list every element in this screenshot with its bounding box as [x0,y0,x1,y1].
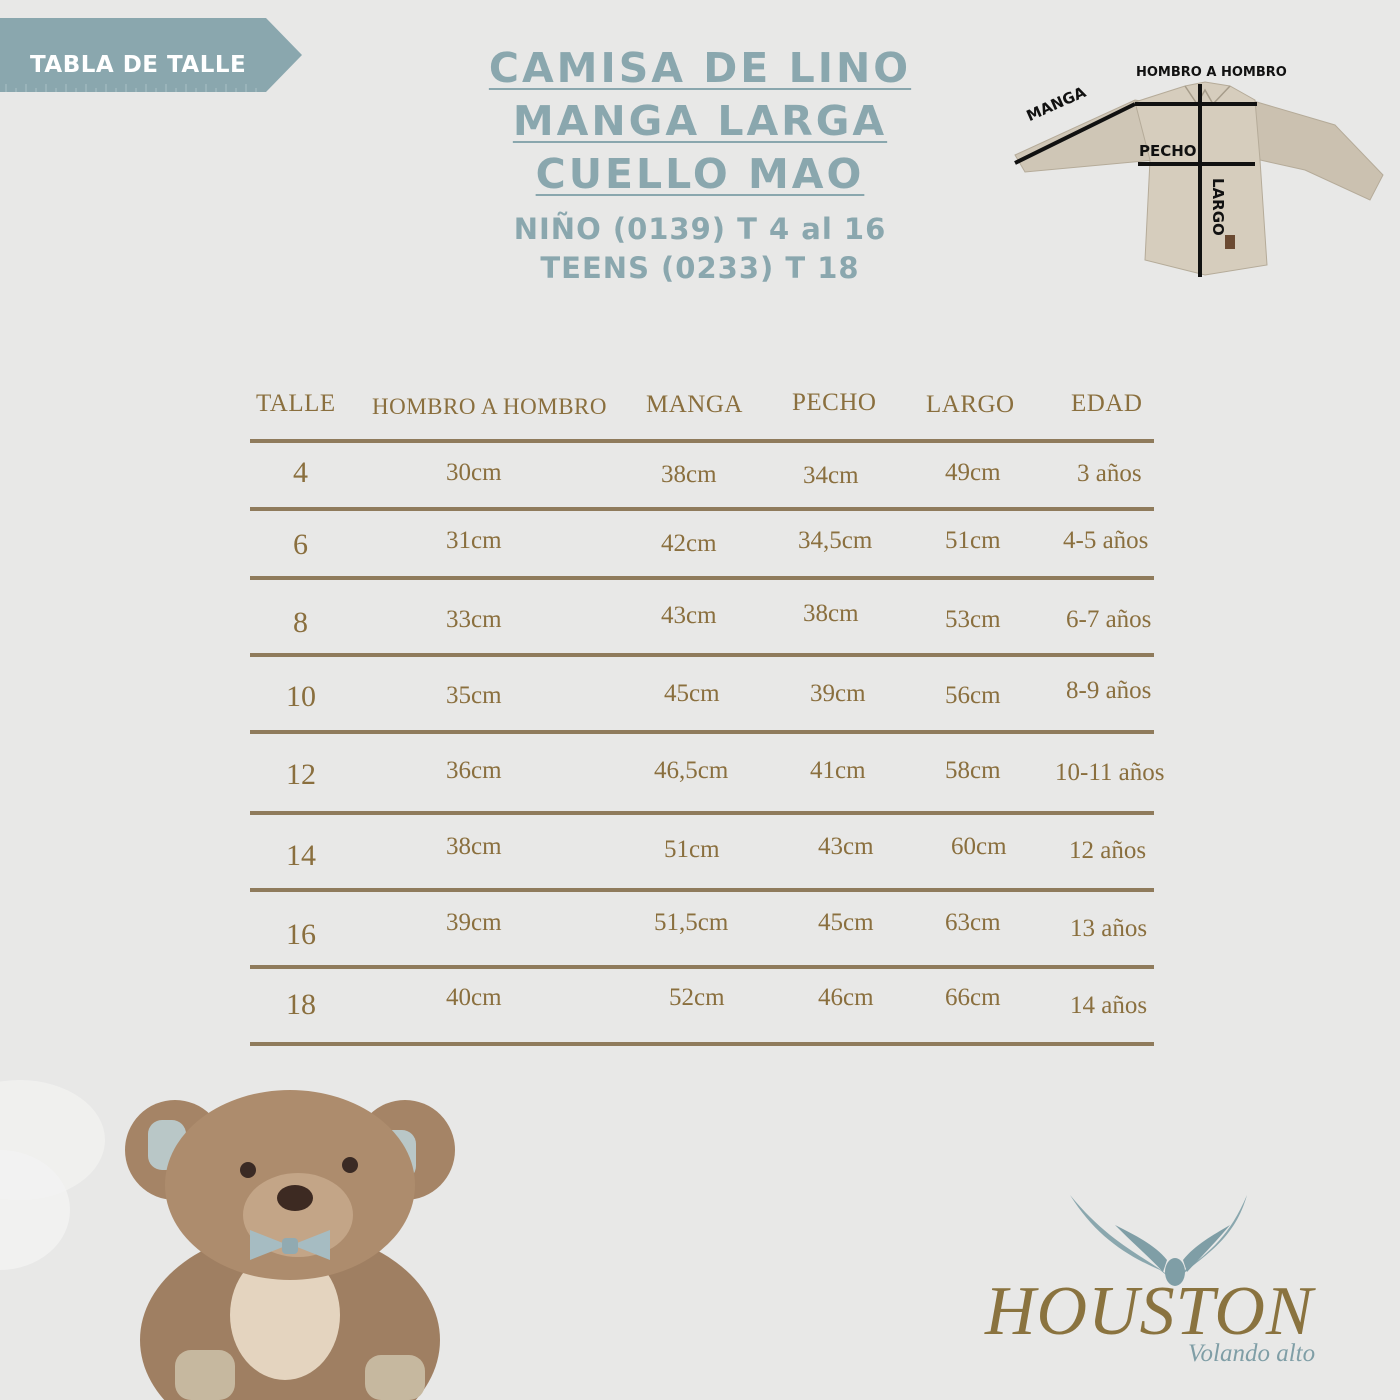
diagram-label-largo: LARGO [1209,178,1227,236]
product-title: CAMISA DE LINO MANGA LARGA CUELLO MAO NI… [440,42,960,288]
subtitle-teens: TEENS (0233) T 18 [540,251,860,285]
cell-talle: 12 [286,758,316,791]
cell-largo: 56cm [945,682,1001,709]
subtitle-nino: NIÑO (0139) T 4 al 16 [513,212,887,246]
shirt-measurement-diagram: HOMBRO A HOMBRO MANGA PECHO LARGO [1005,60,1390,285]
header-manga: MANGA [646,391,743,418]
row-divider [250,730,1154,734]
title-line-3: CUELLO MAO [535,150,865,198]
row-divider [250,653,1154,657]
cell-largo: 51cm [945,527,1001,554]
cell-pecho: 43cm [818,833,874,860]
cell-talle: 16 [286,918,316,951]
cell-edad: 8-9 años [1066,677,1152,704]
row-divider [250,965,1154,969]
cell-manga: 43cm [661,602,717,629]
cell-edad: 14 años [1070,992,1148,1019]
row-divider [250,507,1154,511]
row-divider [250,811,1154,815]
cell-talle: 14 [286,839,316,872]
cell-manga: 46,5cm [654,757,729,784]
eagle-wings-icon [1070,1195,1247,1286]
cell-largo: 63cm [945,909,1001,936]
row-divider [250,1042,1154,1046]
cell-pecho: 34cm [803,462,859,489]
cell-manga: 51cm [664,836,720,863]
title-line-2: MANGA LARGA [512,97,888,145]
size-chart-tag: TABLA DE TALLE [0,18,302,92]
cell-pecho: 45cm [818,909,874,936]
teddy-bear-image [125,1090,455,1400]
tag-label: TABLA DE TALLE [30,52,247,78]
cell-manga: 51,5cm [654,909,729,936]
title-line-1: CAMISA DE LINO [488,44,912,92]
cell-pecho: 39cm [810,680,866,707]
cell-edad: 4-5 años [1063,527,1149,554]
cell-largo: 66cm [945,984,1001,1011]
diagram-label-pecho: PECHO [1139,142,1197,160]
diagram-label-hombro: HOMBRO A HOMBRO [1136,65,1287,80]
cell-hombro: 39cm [446,909,502,936]
logo-tagline: Volando alto [1188,1340,1316,1367]
cell-talle: 10 [286,680,316,713]
shirt-illustration [1014,81,1384,277]
cell-talle: 6 [293,528,308,561]
cell-manga: 38cm [661,461,717,488]
cell-edad: 13 años [1070,915,1148,942]
header-talle: TALLE [256,390,336,417]
cell-pecho: 38cm [803,600,859,627]
cell-edad: 3 años [1077,460,1142,487]
row-divider [250,576,1154,580]
cell-manga: 52cm [669,984,725,1011]
header-edad: EDAD [1071,390,1143,417]
cell-pecho: 34,5cm [798,527,873,554]
row-divider [250,888,1154,892]
houston-logo: HOUSTON Volando alto [985,1190,1365,1380]
cell-largo: 49cm [945,459,1001,486]
logo-name: HOUSTON [985,1273,1314,1350]
cell-largo: 60cm [951,833,1007,860]
cell-talle: 8 [293,606,308,639]
cell-edad: 12 años [1069,837,1147,864]
header-hombro: HOMBRO A HOMBRO [372,394,607,419]
header-largo: LARGO [926,391,1015,418]
cell-largo: 58cm [945,757,1001,784]
cell-manga: 45cm [664,680,720,707]
cell-pecho: 41cm [810,757,866,784]
row-divider [250,439,1154,443]
cell-hombro: 35cm [446,682,502,709]
cell-hombro: 36cm [446,757,502,784]
cell-hombro: 38cm [446,833,502,860]
cell-hombro: 40cm [446,984,502,1011]
cell-edad: 10-11 años [1055,759,1165,786]
cell-hombro: 33cm [446,606,502,633]
cell-largo: 53cm [945,606,1001,633]
cell-hombro: 30cm [446,459,502,486]
cell-talle: 18 [286,988,316,1021]
cloud-decoration [0,1080,105,1270]
cell-pecho: 46cm [818,984,874,1011]
cell-edad: 6-7 años [1066,606,1152,633]
cell-manga: 42cm [661,530,717,557]
header-pecho: PECHO [792,389,877,416]
cell-talle: 4 [293,456,308,489]
cell-hombro: 31cm [446,527,502,554]
